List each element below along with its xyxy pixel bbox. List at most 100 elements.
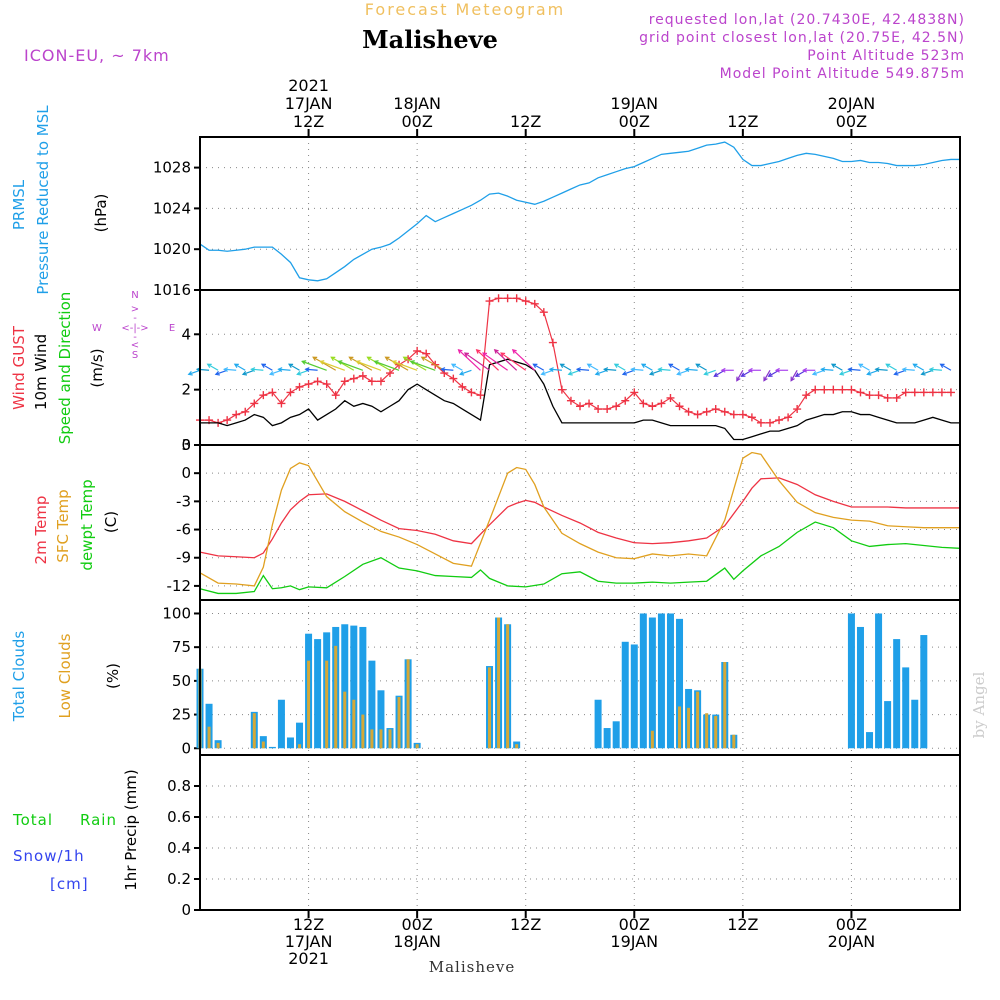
wind-arrow-shaft [668,363,680,371]
wind-arrow-head [500,352,506,357]
gust-marker [756,418,765,427]
total-cloud-bar [594,699,602,749]
wind-arrow-shaft [533,363,545,371]
wind-arrow [402,356,427,371]
wind-arrow-head [222,367,229,372]
wind-arrow-shaft [451,363,463,371]
gust-marker [286,388,295,397]
wind-arrow-head [233,363,239,368]
wind-arrow-head [304,367,310,372]
wind-arrow-head [319,360,325,365]
compass-arrow-down: < [131,340,139,351]
low-cloud-bar [714,715,718,749]
gust-marker [693,410,702,419]
wind-arrow-head [457,348,463,354]
compass-cross: <-|-> [121,323,148,334]
low-cloud-bar [352,699,356,749]
gust-marker [775,416,784,425]
gust-marker [539,308,548,317]
wind-arrow [268,369,282,376]
wind-arrow-shaft [902,368,915,371]
low-cloud-bar [298,744,302,749]
wind-arrow [250,367,264,372]
wind-arrow-head [567,370,573,376]
gust-marker [603,405,612,414]
wind-arrow-shaft [421,356,445,371]
wind-arrow [720,367,734,373]
wind-arrow-head [288,363,294,368]
wind-arrow-head [763,376,768,382]
total-cloud-bar [377,690,385,749]
y-tick-label: 0 [181,436,191,454]
gust-marker [232,410,241,419]
total-cloud-bar [648,617,656,749]
dewpt-label: dewpt Temp [78,479,96,570]
wind-arrow-head [838,370,845,376]
total-cloud-bar [612,721,620,749]
wind-arrow-shaft [929,368,942,371]
wind-arrow [500,352,527,371]
wind-arrow-shaft [549,368,562,371]
wind-arrow-shaft [251,368,264,371]
wind-arrow [355,360,382,371]
gust-marker [241,407,250,416]
wind-arrow [695,363,707,371]
wind-arrow-shaft [288,363,300,371]
wind-arrow-head [420,356,426,361]
y-tick-label: 0 [181,901,191,919]
total-cloud-bar [866,732,874,749]
low-cloud-bar [379,729,383,749]
wind-arrow-head [820,367,826,372]
wind-arrow [939,363,952,371]
wind-arrow-head [621,370,628,376]
wind-arrow-head [594,370,600,376]
low-cloud-bar [252,713,256,749]
wind-arrow [330,356,355,371]
gust-marker [630,388,639,397]
chart-title-top: Forecast Meteogram [365,0,565,19]
wind-arrow-head [794,372,800,377]
wind-arrow-shaft [224,368,237,371]
wind-arrow [548,367,562,372]
wind-arrow-shaft [459,369,472,375]
wind-arrow-shaft [494,349,518,371]
wind-arrow [440,367,454,372]
wind-arrow-shaft [812,369,825,375]
wind-arrow-head [676,370,682,376]
compass-w: W [92,323,102,334]
wind-arrow [409,360,436,371]
low-cloud-bar [388,729,392,749]
credit-watermark: by Angel [970,671,988,738]
y-tick-label: 1016 [153,281,191,299]
low-cloud-bar [488,667,492,749]
gust-marker [856,388,865,397]
total-cloud-bar [621,641,629,749]
total-cloud-bar [657,613,665,749]
wind-arrow [657,367,671,372]
wind-arrow-shaft [577,368,590,371]
gust-marker [829,385,838,394]
wind-arrow [668,363,680,371]
total-cloud-bar [676,618,684,749]
gust-marker [358,371,367,380]
gust-marker [720,407,729,416]
panel-frame [199,599,961,756]
panel-frame [199,136,961,291]
total-cloud-bar [902,667,910,749]
gust-marker [612,402,621,411]
gust-marker [512,294,521,303]
y-tick-label: 0.2 [167,870,191,888]
wind-arrow [763,369,771,382]
gust-marker [820,385,829,394]
wind-arrow-shaft [595,369,608,375]
panel1-labels: PRMSL Pressure Reduced to MSL (hPa) [10,105,110,295]
y-tick-label: 50 [172,672,191,690]
low-cloud-bar [397,697,401,749]
low-cloud-bar [325,660,329,749]
wind-arrow-head [330,356,336,361]
low-cloud-bar [343,691,347,749]
wind-arrow-head [703,370,709,376]
wind-arrow [586,363,599,371]
x-tick-label-top: 2021 [288,76,329,95]
